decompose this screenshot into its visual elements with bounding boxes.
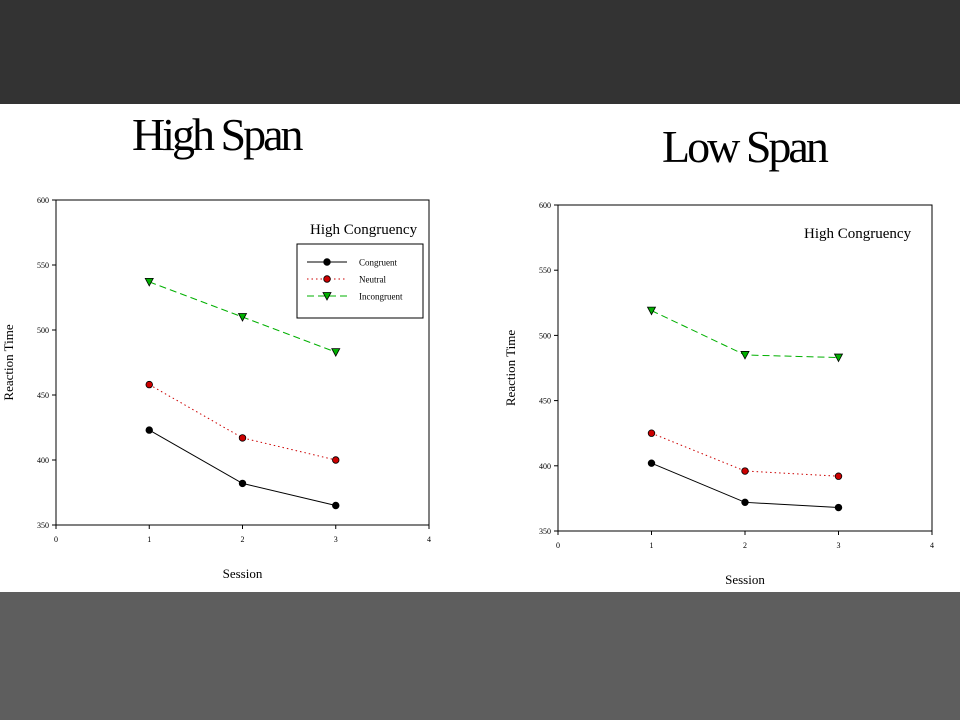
- y-axis-label: Reaction Time: [1, 324, 16, 400]
- data-point: [834, 472, 843, 480]
- x-tick-label: 4: [427, 535, 431, 544]
- panel-title-low-span: Low Span: [662, 121, 829, 172]
- y-tick-label: 450: [539, 397, 551, 406]
- data-point: [332, 501, 340, 510]
- legend-label: Neutral: [359, 275, 386, 285]
- plot-frame: [557, 204, 933, 532]
- series-neutral: [145, 380, 340, 464]
- data-point: [145, 426, 153, 434]
- x-tick-label: 0: [556, 541, 560, 550]
- y-tick-label: 450: [37, 391, 49, 400]
- series-2: [647, 429, 843, 480]
- x-tick-label: 2: [743, 541, 747, 550]
- series-1: [647, 459, 843, 512]
- x-tick-label: 1: [147, 535, 151, 544]
- x-tick-label: 0: [54, 535, 58, 544]
- series-congruent: [145, 426, 340, 510]
- y-axis-label: Reaction Time: [503, 330, 518, 406]
- x-tick-label: 4: [930, 541, 934, 550]
- x-tick-label: 3: [334, 535, 338, 544]
- data-point: [833, 353, 844, 363]
- data-point: [741, 467, 749, 475]
- data-point: [144, 277, 154, 287]
- series-incongruent: [144, 277, 341, 357]
- congruency-annotation: High Congruency: [310, 222, 418, 238]
- legend-marker: [323, 258, 331, 266]
- data-point: [647, 459, 656, 467]
- series-line: [651, 310, 839, 359]
- data-point: [331, 348, 341, 357]
- series-line: [149, 384, 336, 461]
- x-tick-label: 2: [241, 535, 245, 544]
- x-axis-label: Session: [223, 566, 263, 581]
- slide-content: [0, 104, 960, 592]
- data-point: [647, 429, 656, 437]
- congruency-annotation: High Congruency: [804, 226, 912, 242]
- y-tick-label: 400: [539, 462, 551, 471]
- data-point: [834, 503, 843, 512]
- data-point: [646, 306, 657, 316]
- series-3: [646, 306, 844, 363]
- data-point: [145, 380, 153, 389]
- y-tick-label: 600: [539, 201, 551, 210]
- y-tick-label: 600: [37, 196, 49, 205]
- bottom-band: [0, 592, 960, 720]
- x-axis-label: Session: [725, 572, 765, 587]
- y-tick-label: 550: [37, 261, 49, 270]
- legend-marker: [322, 292, 332, 301]
- data-point: [238, 479, 247, 488]
- y-tick-label: 350: [539, 527, 551, 536]
- data-point: [237, 313, 248, 322]
- y-tick-label: 350: [37, 521, 49, 530]
- y-tick-label: 550: [539, 266, 551, 275]
- legend: Congruent Neutral Incongruent: [296, 243, 424, 319]
- data-point: [741, 498, 749, 507]
- y-tick-label: 500: [37, 326, 49, 335]
- x-tick-label: 3: [837, 541, 841, 550]
- series-line: [651, 432, 839, 477]
- legend-box: [296, 243, 424, 319]
- x-tick-label: 1: [650, 541, 654, 550]
- legend-marker: [323, 275, 331, 283]
- top-band: [0, 0, 960, 104]
- data-point: [332, 456, 340, 464]
- data-point: [740, 351, 750, 360]
- panel-title-high-span: High Span: [132, 109, 303, 160]
- legend-label: Incongruent: [359, 292, 403, 302]
- y-tick-label: 400: [37, 456, 49, 465]
- data-point: [238, 434, 247, 442]
- legend-label: Congruent: [359, 258, 397, 268]
- y-tick-label: 500: [539, 331, 551, 340]
